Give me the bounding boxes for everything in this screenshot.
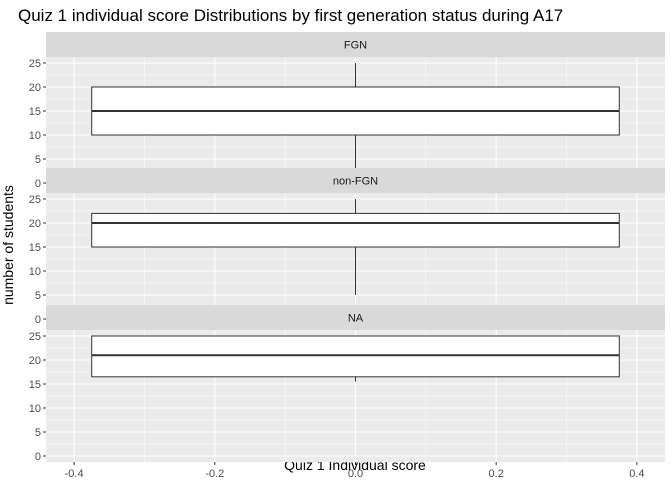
strip-label: FGN [344,40,367,52]
y-tick-label: 20 [29,82,41,94]
box-group [91,63,620,183]
box [91,212,620,248]
y-tick-label: 25 [29,194,41,206]
strip-background [46,168,665,193]
x-tick-label: -0.2 [205,468,224,480]
y-tick-label: 15 [29,379,41,391]
y-tick-label: 0 [35,451,41,463]
y-tick-label: 5 [35,427,41,439]
y-tick-label: 10 [29,403,41,415]
y-tick-label: 20 [29,355,41,367]
y-axis-title: number of students [0,185,16,305]
y-tick-label: 25 [29,331,41,343]
y-tick-label: 5 [35,154,41,166]
y-tick-label: 15 [29,106,41,118]
y-tick-label: 0 [35,314,41,326]
strip-label: NA [348,313,364,325]
strip-background [46,32,665,57]
box-group [91,335,620,382]
panels: FGN 0 5 10 15 20 25 non-FGN 0 5 10 15 20 25 NA 0 5 10 15 20… [29,32,665,463]
x-tick-label: 0.2 [489,468,504,480]
y-tick-label: 0 [35,178,41,190]
y-tick-label: 5 [35,290,41,302]
strip-background [46,305,665,330]
box [91,335,620,378]
box-group [91,199,620,322]
y-tick-label: 15 [29,242,41,254]
panel-non-fgn: non-FGN 0 5 10 15 20 25 [29,168,665,326]
x-tick-label: 0.4 [629,468,644,480]
panel-fgn: FGN 0 5 10 15 20 25 [29,32,665,190]
chart-title: Quiz 1 individual score Distributions by… [18,6,563,25]
y-tick-label: 10 [29,266,41,278]
y-tick-label: 20 [29,218,41,230]
x-tick-label: 0.0 [348,468,363,480]
x-axis: -0.4 -0.2 0.0 0.2 0.4 [65,462,645,480]
y-tick-label: 25 [29,58,41,70]
panel-na: NA 0 5 10 15 20 25 [29,305,665,463]
y-tick-label: 10 [29,130,41,142]
x-tick-label: -0.4 [65,468,84,480]
strip-label: non-FGN [333,176,378,188]
